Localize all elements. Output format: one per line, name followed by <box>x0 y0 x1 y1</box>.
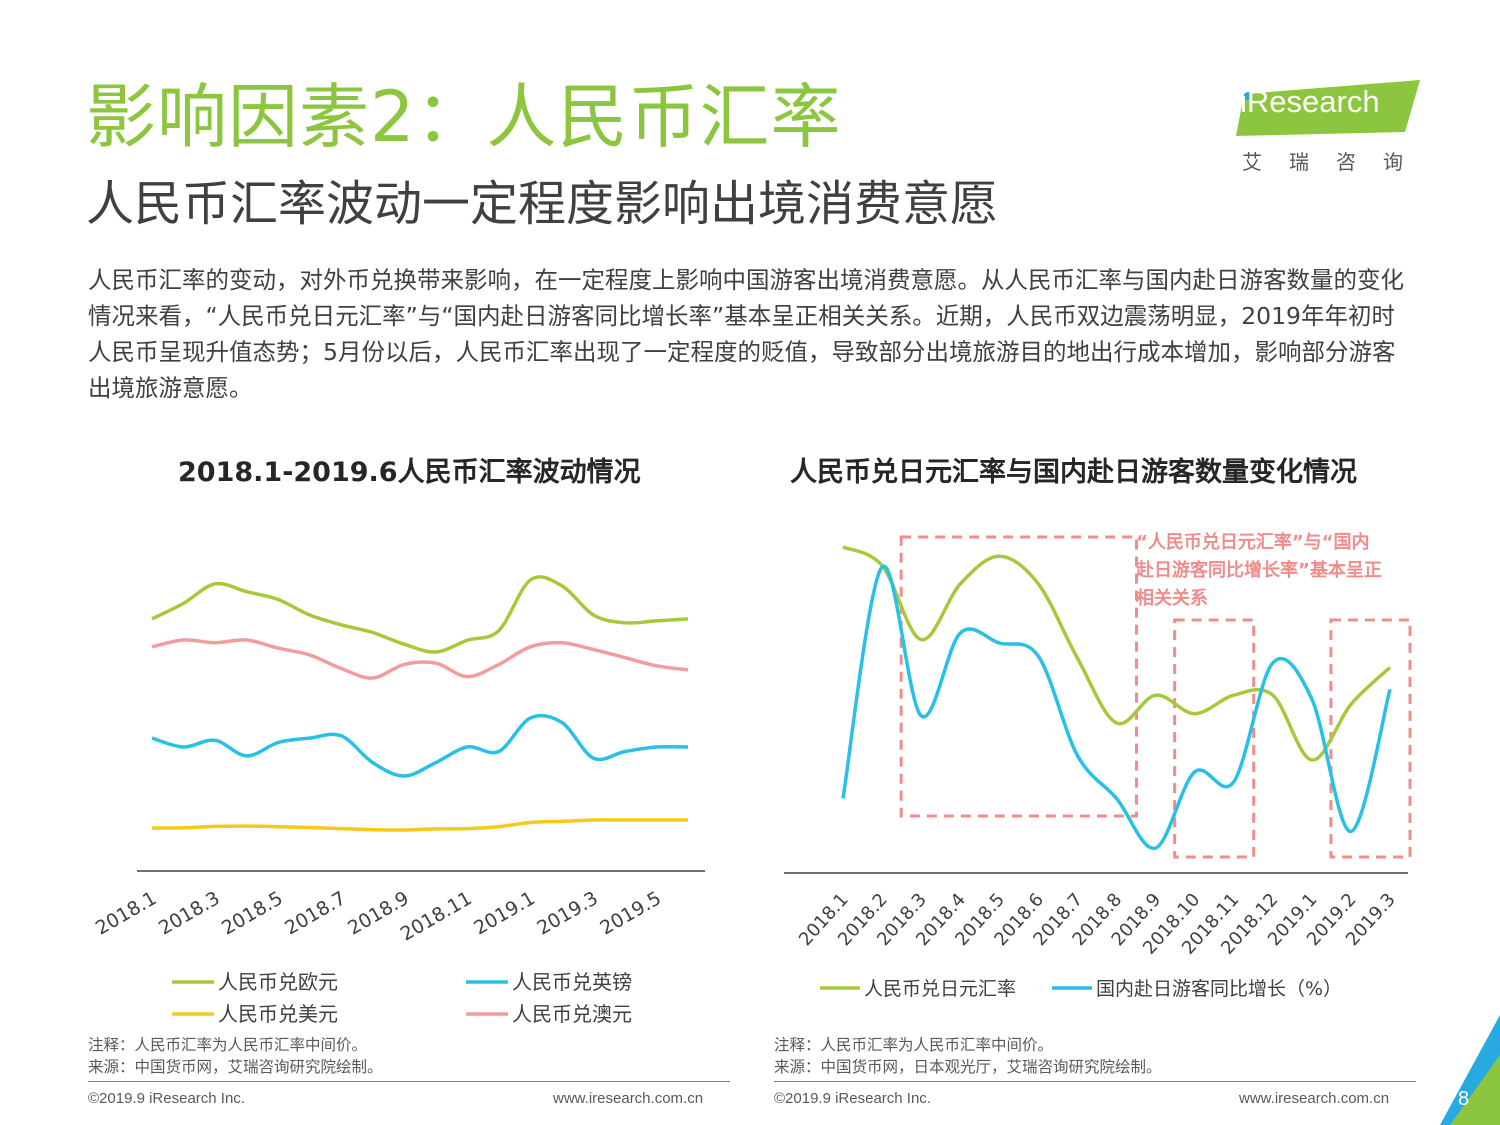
left-note-text: 注释：人民币汇率为人民币汇率中间价。 <box>88 1036 368 1054</box>
series-line-0 <box>151 575 689 654</box>
left-line-chart: 2018.12018.32018.52018.72018.92018.11201… <box>92 575 705 1026</box>
page-subtitle: 人民币汇率波动一定程度影响出境消费意愿 <box>86 176 999 232</box>
footer-divider-right <box>774 1081 1416 1082</box>
legend-label: 人民币兑英镑 <box>512 970 632 994</box>
right-source-text: 来源：中国货币网，日本观光厅，艾瑞咨询研究院绘制。 <box>774 1058 1162 1076</box>
legend-label: 人民币兑澳元 <box>512 1002 632 1026</box>
x-tick-label: 2018.5 <box>218 887 287 939</box>
legend-label: 人民币兑日元汇率 <box>864 978 1016 1000</box>
series-line-0 <box>842 545 1392 762</box>
right-note-text: 注释：人民币汇率为人民币汇率中间价。 <box>774 1036 1054 1054</box>
x-tick-label: 2018.7 <box>281 887 350 939</box>
footer-copyright-left: ©2019.9 iResearch Inc. <box>88 1090 245 1107</box>
logo-cn-text: 艾瑞咨询 <box>1242 150 1430 174</box>
left-chart-title: 2018.1-2019.6人民币汇率波动情况 <box>178 457 641 488</box>
x-tick-label: 2018.3 <box>155 887 224 939</box>
annotation-text: 相关关系 <box>1136 587 1208 609</box>
legend-label: 国内赴日游客同比增长（%） <box>1096 978 1342 1000</box>
annotation-text: “人民币兑日元汇率”与“国内 <box>1136 531 1370 553</box>
series-line-3 <box>151 638 689 680</box>
highlight-box <box>899 535 1138 818</box>
series-line-2 <box>151 818 688 832</box>
left-source-text: 来源：中国货币网，艾瑞咨询研究院绘制。 <box>88 1058 383 1076</box>
x-tick-label: 2019.5 <box>596 887 665 939</box>
series-line-1 <box>841 564 1392 850</box>
page-number: 8 <box>1458 1088 1470 1110</box>
page-title: 影响因素2：人民币汇率 <box>86 76 842 158</box>
series-line-1 <box>151 713 689 778</box>
x-tick-label: 2019.3 <box>533 887 602 939</box>
right-line-chart: 2018.12018.22018.32018.42018.52018.62018… <box>784 531 1412 1000</box>
body-paragraph: 人民币汇率的变动，对外币兑换带来影响，在一定程度上影响中国游客出境消费意愿。从人… <box>88 266 1404 402</box>
annotation-text: 赴日游客同比增长率”基本呈正 <box>1135 559 1382 581</box>
legend-label: 人民币兑欧元 <box>218 970 338 994</box>
legend-label: 人民币兑美元 <box>218 1002 338 1026</box>
right-chart-title: 人民币兑日元汇率与国内赴日游客数量变化情况 <box>790 457 1357 488</box>
footer-copyright-right: ©2019.9 iResearch Inc. <box>774 1090 931 1107</box>
iresearch-logo <box>1236 80 1420 136</box>
x-tick-label: 2019.1 <box>470 887 539 939</box>
footer-divider-left <box>88 1081 730 1082</box>
corner-decoration <box>1440 1015 1500 1125</box>
x-tick-label: 2018.11 <box>397 887 476 945</box>
left-note: 注释：人民币汇率为人民币汇率中间价。 来源：中国货币网，艾瑞咨询研究院绘制。 <box>88 1034 383 1078</box>
highlight-box <box>1173 618 1256 859</box>
footer-url-left[interactable]: www.iresearch.com.cn <box>553 1090 704 1107</box>
x-tick-label: 2018.1 <box>92 887 161 939</box>
logo-text: iResearch <box>1240 84 1380 119</box>
right-note: 注释：人民币汇率为人民币汇率中间价。 来源：中国货币网，日本观光厅，艾瑞咨询研究… <box>774 1034 1162 1078</box>
footer-url-right[interactable]: www.iresearch.com.cn <box>1239 1090 1390 1107</box>
